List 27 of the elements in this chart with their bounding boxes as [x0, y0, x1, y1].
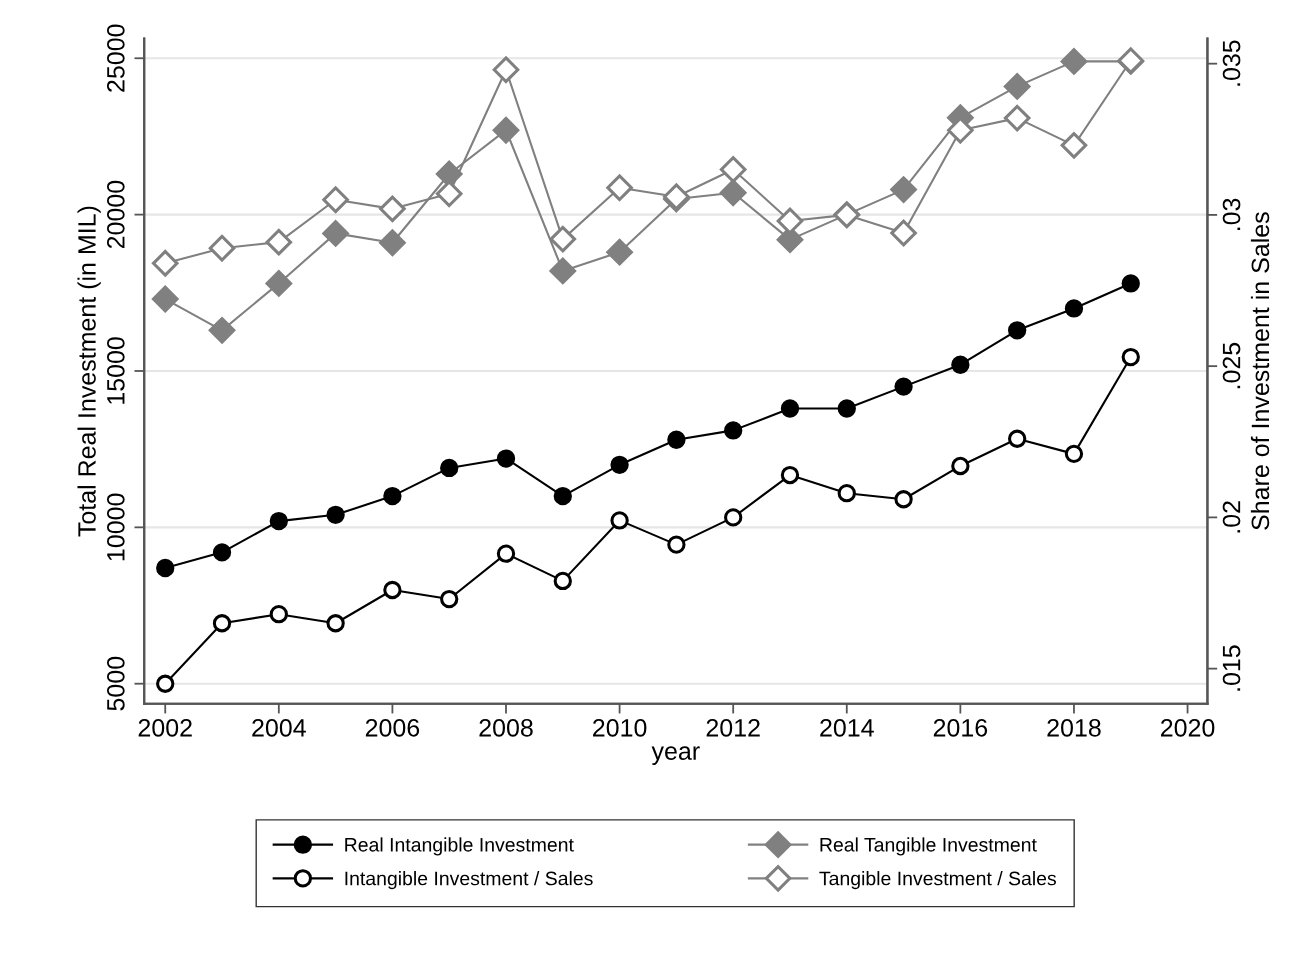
x-tick-label: 2016	[933, 718, 988, 737]
y2-tick-label: .035	[1222, 40, 1241, 86]
legend-label: Real Tangible Investment	[820, 837, 1037, 856]
x-tick-label: 2018	[1047, 718, 1101, 737]
y2-tick-label: .015	[1222, 645, 1241, 691]
x-tick-label: 2010	[593, 718, 647, 737]
x-tick-label: 2020	[1161, 718, 1215, 737]
x-axis-title: year	[651, 746, 700, 765]
y-axis-title: Total Real Investment (in MIL)	[77, 206, 101, 537]
x-tick-label: 2014	[820, 718, 874, 737]
y2-tick-label: .03	[1222, 198, 1241, 230]
x-tick-label: 2004	[252, 718, 306, 737]
y-tick-label: 20000	[106, 180, 125, 249]
legend-label: Tangible Investment / Sales	[819, 871, 1056, 890]
x-tick-label: 2008	[479, 718, 533, 737]
y-tick-label: 15000	[106, 337, 125, 404]
y-tick-label: 5000	[106, 656, 125, 711]
legend-label: Intangible Investment / Sales	[345, 871, 593, 890]
x-tick-label: 2002	[138, 718, 192, 737]
legend-label: Real Intangible Investment	[345, 837, 574, 856]
y2-tick-label: .025	[1222, 342, 1241, 389]
y2-tick-label: .02	[1222, 501, 1241, 533]
y-tick-label: 10000	[106, 493, 125, 561]
y2-axis-title: Share of Investment in Sales	[1250, 212, 1270, 530]
x-tick-label: 2006	[365, 718, 420, 737]
y-tick-label: 25000	[106, 24, 125, 92]
x-tick-label: 2012	[706, 718, 760, 737]
